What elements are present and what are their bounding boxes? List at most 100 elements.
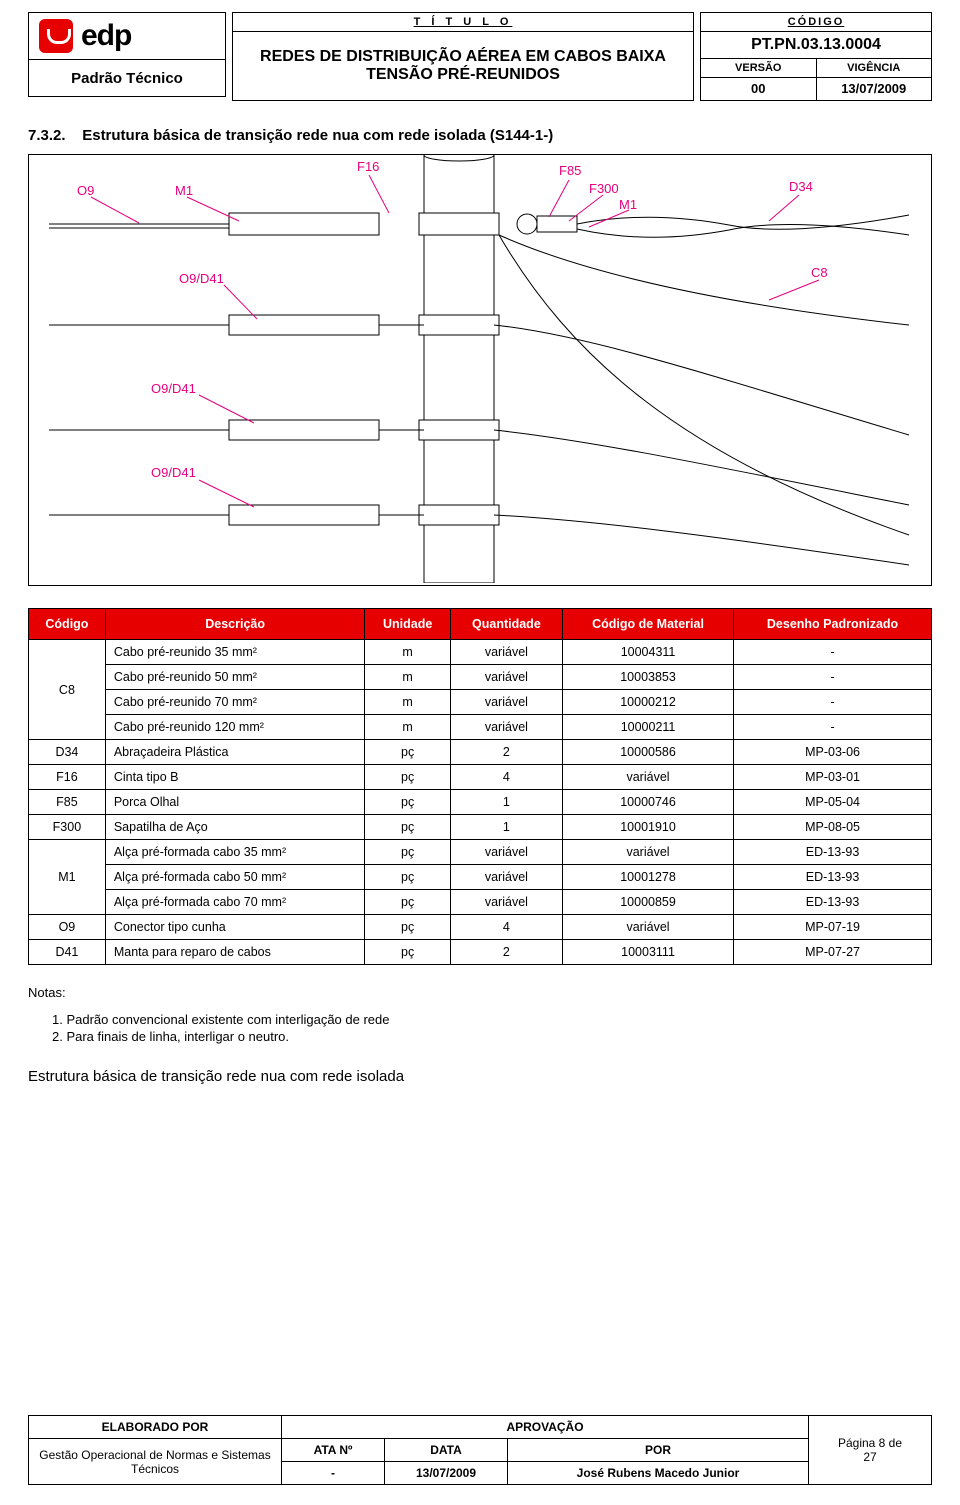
cell-qty: 4 — [450, 915, 562, 940]
table-row: D41Manta para reparo de cabospç210003111… — [29, 940, 932, 965]
cell-unit: pç — [365, 915, 450, 940]
cell-unit: pç — [365, 840, 450, 865]
cell-unit: pç — [365, 815, 450, 840]
cell-qty: variável — [450, 890, 562, 915]
por-value: José Rubens Macedo Junior — [508, 1462, 809, 1485]
cell-qty: 1 — [450, 790, 562, 815]
cell-mat: 10004311 — [562, 640, 733, 665]
cell-unit: m — [365, 665, 450, 690]
cell-draw: ED-13-93 — [734, 840, 932, 865]
notes-block: Notas: 1. Padrão convencional existente … — [28, 985, 932, 1044]
section-number: 7.3.2. — [28, 127, 66, 144]
cell-draw: ED-13-93 — [734, 865, 932, 890]
cell-mat: 10003853 — [562, 665, 733, 690]
elab-value: Gestão Operacional de Normas e Sistemas … — [29, 1439, 282, 1485]
cell-draw: MP-08-05 — [734, 815, 932, 840]
versao-label: VERSÃO — [700, 59, 817, 78]
cell-draw: MP-03-01 — [734, 765, 932, 790]
cell-mat: 10001278 — [562, 865, 733, 890]
cell-unit: m — [365, 690, 450, 715]
section-heading: 7.3.2. Estrutura básica de transição red… — [28, 127, 932, 144]
materials-table: CódigoDescriçãoUnidadeQuantidadeCódigo d… — [28, 608, 932, 965]
notes-title: Notas: — [28, 985, 932, 1000]
elab-label: ELABORADO POR — [29, 1416, 282, 1439]
cell-qty: variável — [450, 865, 562, 890]
note-line: 1. Padrão convencional existente com int… — [52, 1012, 932, 1027]
cell-mat: variável — [562, 915, 733, 940]
logo-box: edp — [28, 12, 226, 60]
cell-desc: Manta para reparo de cabos — [105, 940, 365, 965]
cell-mat: 10001910 — [562, 815, 733, 840]
doc-header: edp Padrão Técnico T Í T U L O REDES DE … — [28, 12, 932, 101]
figure-caption: Estrutura básica de transição rede nua c… — [28, 1068, 932, 1085]
cell-unit: m — [365, 715, 450, 740]
cell-mat: 10000859 — [562, 890, 733, 915]
table-row: O9Conector tipo cunhapç4variávelMP-07-19 — [29, 915, 932, 940]
logo-text: edp — [81, 19, 131, 53]
lbl-M1a: M1 — [175, 183, 193, 198]
code-cell: O9 — [29, 915, 106, 940]
lbl-O9D41-3: O9/D41 — [151, 465, 196, 480]
lbl-C8: C8 — [811, 265, 828, 280]
cell-mat: 10000586 — [562, 740, 733, 765]
cell-desc: Alça pré-formada cabo 50 mm² — [105, 865, 365, 890]
cell-mat: 10003111 — [562, 940, 733, 965]
cell-mat: variável — [562, 840, 733, 865]
cell-mat: 10000211 — [562, 715, 733, 740]
table-row: F85Porca Olhalpç110000746MP-05-04 — [29, 790, 932, 815]
lbl-F16: F16 — [357, 159, 379, 174]
table-row: F16Cinta tipo Bpç4variávelMP-03-01 — [29, 765, 932, 790]
code-cell: M1 — [29, 840, 106, 915]
lbl-O9D41-2: O9/D41 — [151, 381, 196, 396]
lbl-O9: O9 — [77, 183, 94, 198]
doc-footer: ELABORADO POR APROVAÇÃO Página 8 de 27 G… — [28, 1415, 932, 1485]
data-value: 13/07/2009 — [385, 1462, 508, 1485]
diagram-box: O9 M1 F16 F85 F300 M1 D34 C8 O9/D41 O9/D… — [28, 154, 932, 586]
lbl-F300: F300 — [589, 181, 619, 196]
cell-unit: pç — [365, 765, 450, 790]
codigo-label: CÓDIGO — [700, 12, 932, 32]
cell-draw: ED-13-93 — [734, 890, 932, 915]
cell-qty: 4 — [450, 765, 562, 790]
cell-desc: Alça pré-formada cabo 70 mm² — [105, 890, 365, 915]
note-line: 2. Para finais de linha, interligar o ne… — [52, 1029, 932, 1044]
cell-unit: pç — [365, 890, 450, 915]
code-cell: C8 — [29, 640, 106, 740]
table-row: C8Cabo pré-reunido 35 mm²mvariável100043… — [29, 640, 932, 665]
cell-unit: pç — [365, 740, 450, 765]
cell-desc: Cabo pré-reunido 120 mm² — [105, 715, 365, 740]
cell-draw: MP-05-04 — [734, 790, 932, 815]
cell-desc: Cinta tipo B — [105, 765, 365, 790]
code-cell: D34 — [29, 740, 106, 765]
cell-unit: m — [365, 640, 450, 665]
cell-qty: variável — [450, 665, 562, 690]
cell-draw: - — [734, 715, 932, 740]
lbl-F85: F85 — [559, 163, 581, 178]
padrao-tecnico-label: Padrão Técnico — [28, 60, 226, 97]
cell-draw: MP-03-06 — [734, 740, 932, 765]
cell-draw: - — [734, 665, 932, 690]
code-cell: F300 — [29, 815, 106, 840]
cell-desc: Cabo pré-reunido 35 mm² — [105, 640, 365, 665]
code-cell: F85 — [29, 790, 106, 815]
cell-unit: pç — [365, 865, 450, 890]
table-header: Unidade — [365, 609, 450, 640]
table-row: M1Alça pré-formada cabo 35 mm²pçvariável… — [29, 840, 932, 865]
table-row: Cabo pré-reunido 70 mm²mvariável10000212… — [29, 690, 932, 715]
cell-qty: variável — [450, 690, 562, 715]
code-cell: D41 — [29, 940, 106, 965]
table-row: D34Abraçadeira Plásticapç210000586MP-03-… — [29, 740, 932, 765]
titulo-label: T Í T U L O — [232, 12, 694, 32]
table-row: Alça pré-formada cabo 70 mm²pçvariável10… — [29, 890, 932, 915]
cell-desc: Porca Olhal — [105, 790, 365, 815]
cell-qty: variável — [450, 840, 562, 865]
table-header: Código de Material — [562, 609, 733, 640]
table-row: F300Sapatilha de Açopç110001910MP-08-05 — [29, 815, 932, 840]
page-total: 27 — [863, 1450, 876, 1464]
codigo-value: PT.PN.03.13.0004 — [700, 32, 932, 59]
cell-desc: Conector tipo cunha — [105, 915, 365, 940]
cell-qty: variável — [450, 715, 562, 740]
table-row: Cabo pré-reunido 50 mm²mvariável10003853… — [29, 665, 932, 690]
table-header: Descrição — [105, 609, 365, 640]
cell-mat: 10000746 — [562, 790, 733, 815]
